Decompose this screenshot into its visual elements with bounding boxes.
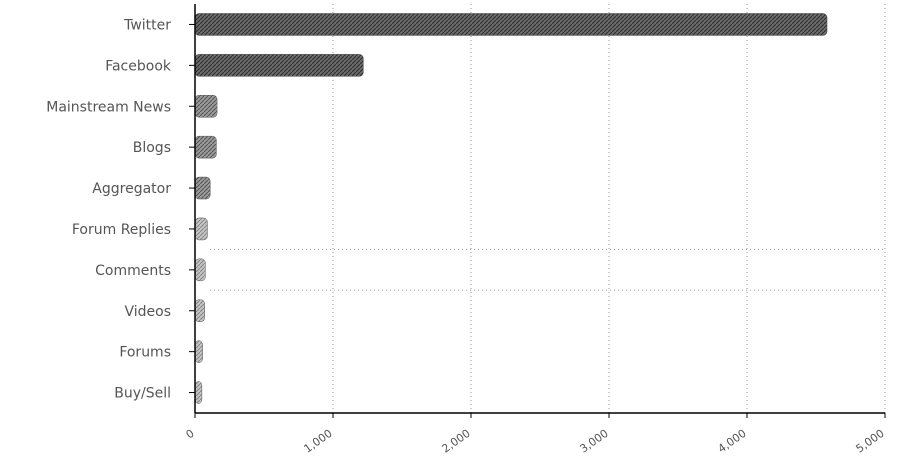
bar — [194, 95, 218, 118]
bar — [194, 13, 828, 36]
x-tick-label: 3,000 — [577, 427, 610, 456]
x-tick-label: 5,000 — [853, 427, 886, 456]
category-label: Aggregator — [92, 181, 171, 197]
category-label: Comments — [95, 263, 171, 279]
axes — [189, 4, 886, 418]
bar — [194, 217, 208, 241]
category-labels: Twitter Facebook Mainstream News Blogs Aggre… — [46, 17, 172, 401]
bar — [194, 258, 206, 282]
category-label: Blogs — [133, 140, 171, 156]
category-label: Twitter — [123, 17, 171, 33]
x-tick-label: 1,000 — [301, 427, 334, 456]
category-label: Facebook — [105, 58, 172, 74]
bar — [194, 176, 211, 200]
category-label: Forum Replies — [72, 222, 171, 238]
category-label: Buy/Sell — [114, 386, 171, 402]
category-label: Videos — [124, 304, 171, 320]
bar — [194, 54, 364, 77]
bar — [194, 381, 203, 404]
grid-lines — [210, 4, 886, 413]
bar — [194, 135, 217, 159]
bar — [194, 299, 205, 322]
bars — [194, 13, 828, 404]
category-label: Forums — [119, 345, 171, 361]
x-tick-label: 0 — [184, 427, 197, 442]
bar — [194, 340, 203, 363]
x-tick-labels: 0 1,000 2,000 3,000 4,000 5,000 — [184, 427, 887, 456]
x-tick-label: 2,000 — [439, 427, 472, 456]
category-label: Mainstream News — [46, 99, 171, 115]
x-tick-label: 4,000 — [715, 427, 748, 456]
